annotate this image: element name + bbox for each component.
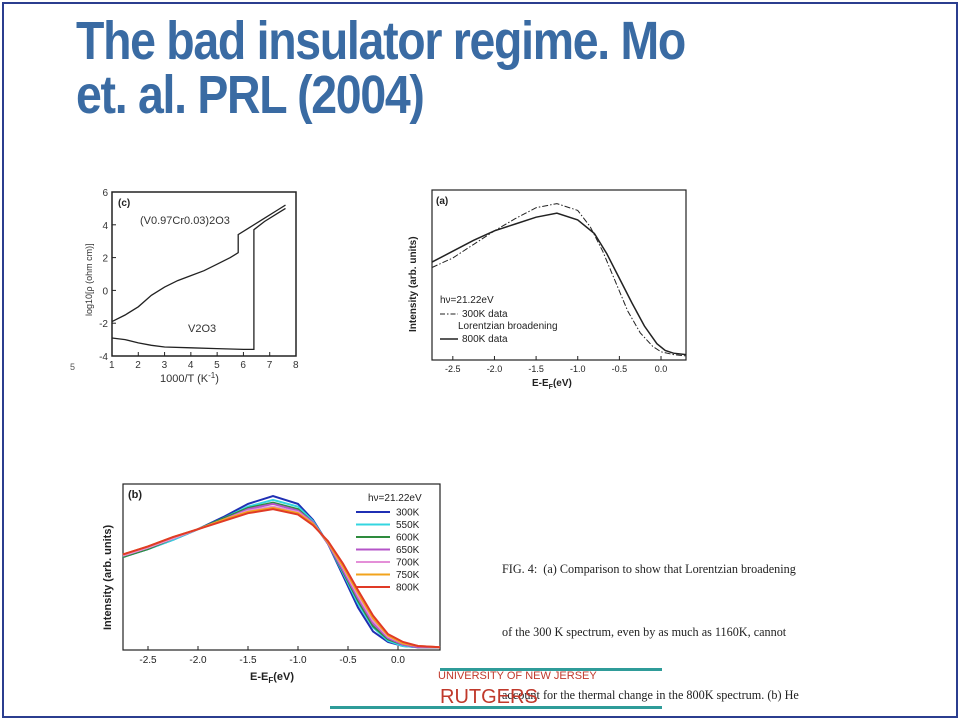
temperature-x-label: E-EF(eV)	[250, 671, 294, 685]
resistivity-x-tick-label: 2	[135, 360, 141, 371]
panel-label-c: (c)	[118, 198, 130, 209]
resistivity-x-tick-label: 7	[267, 360, 273, 371]
comparison-plot-frame	[431, 189, 687, 361]
comparison-x-ticks: -2.5 -2.0 -1.5 -1.0 -0.5 0.0	[445, 356, 667, 374]
legend-label-800k: 800K data	[462, 334, 508, 345]
comparison-x-tick-label: -1.5	[528, 364, 544, 374]
resistivity-curves	[111, 204, 286, 351]
resistivity-chart: 1 2 3 4 5 6 7 8 6 4 2 0 -2 -4 (c) (V0.97Cr0.03)2O3 V…	[70, 188, 299, 385]
caption-line-1: FIG. 4: (a) Comparison to show that Lore…	[502, 562, 796, 576]
legend-label-800k: 800K	[396, 583, 420, 594]
resistivity-y-tick-label: 0	[102, 286, 108, 297]
curve-600k	[122, 501, 440, 649]
resistivity-y-tick-label: -2	[99, 319, 108, 330]
comparison-curves	[431, 203, 687, 357]
temperature-x-tick-label: -1.5	[239, 655, 257, 666]
footer-university: UNIVERSITY OF NEW JERSEY	[438, 670, 597, 682]
resistivity-y-tick-label: -4	[99, 352, 108, 363]
resistivity-y-ticks: 6 4 2 0 -2 -4	[99, 188, 116, 363]
legend-label-600k: 600K	[396, 533, 420, 544]
resistivity-x-tick-label: 1	[109, 360, 115, 371]
resistivity-x-tick-label: 5	[214, 360, 220, 371]
curve-800k	[122, 508, 441, 649]
cr-doped-annotation: (V0.97Cr0.03)2O3	[140, 215, 230, 227]
figure-caption: FIG. 4: (a) Comparison to show that Lore…	[502, 517, 882, 727]
resistivity-y-tick-label: 2	[102, 254, 108, 265]
curve-300k	[431, 203, 687, 357]
resistivity-y-tick-label: 4	[102, 221, 108, 232]
panel-label-b: (b)	[128, 489, 142, 501]
temperature-legend-title: hν=21.22eV	[368, 493, 422, 504]
resistivity-x-tick-label: 6	[240, 360, 246, 371]
resistivity-curve-2	[111, 207, 286, 351]
footer-bar-top	[440, 668, 662, 671]
resistivity-plot-frame	[111, 191, 297, 357]
caption-line-2: of the 300 K spectrum, even by as much a…	[502, 625, 787, 639]
temperature-x-tick-label: -1.0	[289, 655, 307, 666]
corner-mark: 5	[70, 362, 75, 372]
legend-label-300k: 300K data	[462, 309, 508, 320]
resistivity-curve-1	[111, 204, 286, 323]
legend-label-750k: 750K	[396, 570, 420, 581]
comparison-x-tick-label: 0.0	[655, 364, 668, 374]
temperature-x-tick-label: -0.5	[339, 655, 357, 666]
resistivity-x-ticks: 1 2 3 4 5 6 7 8	[109, 352, 299, 371]
legend-label-550k: 550K	[396, 520, 420, 531]
curve-800k	[431, 212, 687, 356]
temperature-curves	[122, 494, 441, 649]
curve-650k	[122, 502, 440, 649]
pure-v2o3-annotation: V2O3	[188, 323, 216, 335]
slide-title: The bad insulator regime. Mo et. al. PRL…	[76, 14, 798, 122]
comparison-x-label: E-EF(eV)	[532, 378, 572, 391]
comparison-x-tick-label: -0.5	[612, 364, 628, 374]
temperature-y-label: Intensity (arb. units)	[102, 525, 114, 630]
legend-label-300k: 300K	[396, 508, 420, 519]
footer-rutgers-logo: RUTGERS	[440, 686, 538, 708]
temperature-x-tick-label: 0.0	[391, 655, 405, 666]
caption-line-3: account for the thermal change in the 80…	[502, 688, 799, 702]
legend-label-700k: 700K	[396, 558, 420, 569]
title-line-1: The bad insulator regime. Mo	[76, 11, 686, 71]
temperature-x-ticks: -2.5 -2.0 -1.5 -1.0 -0.5 0.0	[139, 646, 405, 666]
comparison-y-label: Intensity (arb. units)	[408, 236, 419, 332]
legend-label-lorentzian: Lorentzian broadening	[458, 321, 558, 332]
spectrum-comparison-chart: -2.5 -2.0 -1.5 -1.0 -0.5 0.0 (a) hν=21.22eV 3…	[408, 189, 687, 391]
resistivity-x-tick-label: 4	[188, 360, 194, 371]
comparison-legend-title: hν=21.22eV	[440, 295, 494, 306]
curve-300k	[122, 494, 440, 649]
curve-550k	[122, 498, 440, 649]
footer-bar-bottom	[330, 706, 662, 709]
temperature-plot-frame	[122, 483, 441, 651]
resistivity-y-label: log10[ρ (ohm cm)]	[84, 243, 94, 316]
curve-700k	[122, 505, 441, 649]
temperature-x-tick-label: -2.0	[189, 655, 207, 666]
curve-750k	[122, 506, 441, 649]
resistivity-y-tick-label: 6	[102, 188, 108, 199]
comparison-x-tick-label: -1.0	[570, 364, 586, 374]
comparison-x-tick-label: -2.0	[487, 364, 503, 374]
resistivity-x-tick-label: 8	[293, 360, 299, 371]
resistivity-x-label: 1000/T (K-1)	[160, 371, 219, 385]
temperature-x-tick-label: -2.5	[139, 655, 157, 666]
resistivity-x-tick-label: 3	[162, 360, 168, 371]
panel-label-a: (a)	[436, 196, 448, 207]
comparison-x-tick-label: -2.5	[445, 364, 461, 374]
legend-label-650k: 650K	[396, 545, 420, 556]
title-line-2: et. al. PRL (2004)	[76, 65, 425, 125]
